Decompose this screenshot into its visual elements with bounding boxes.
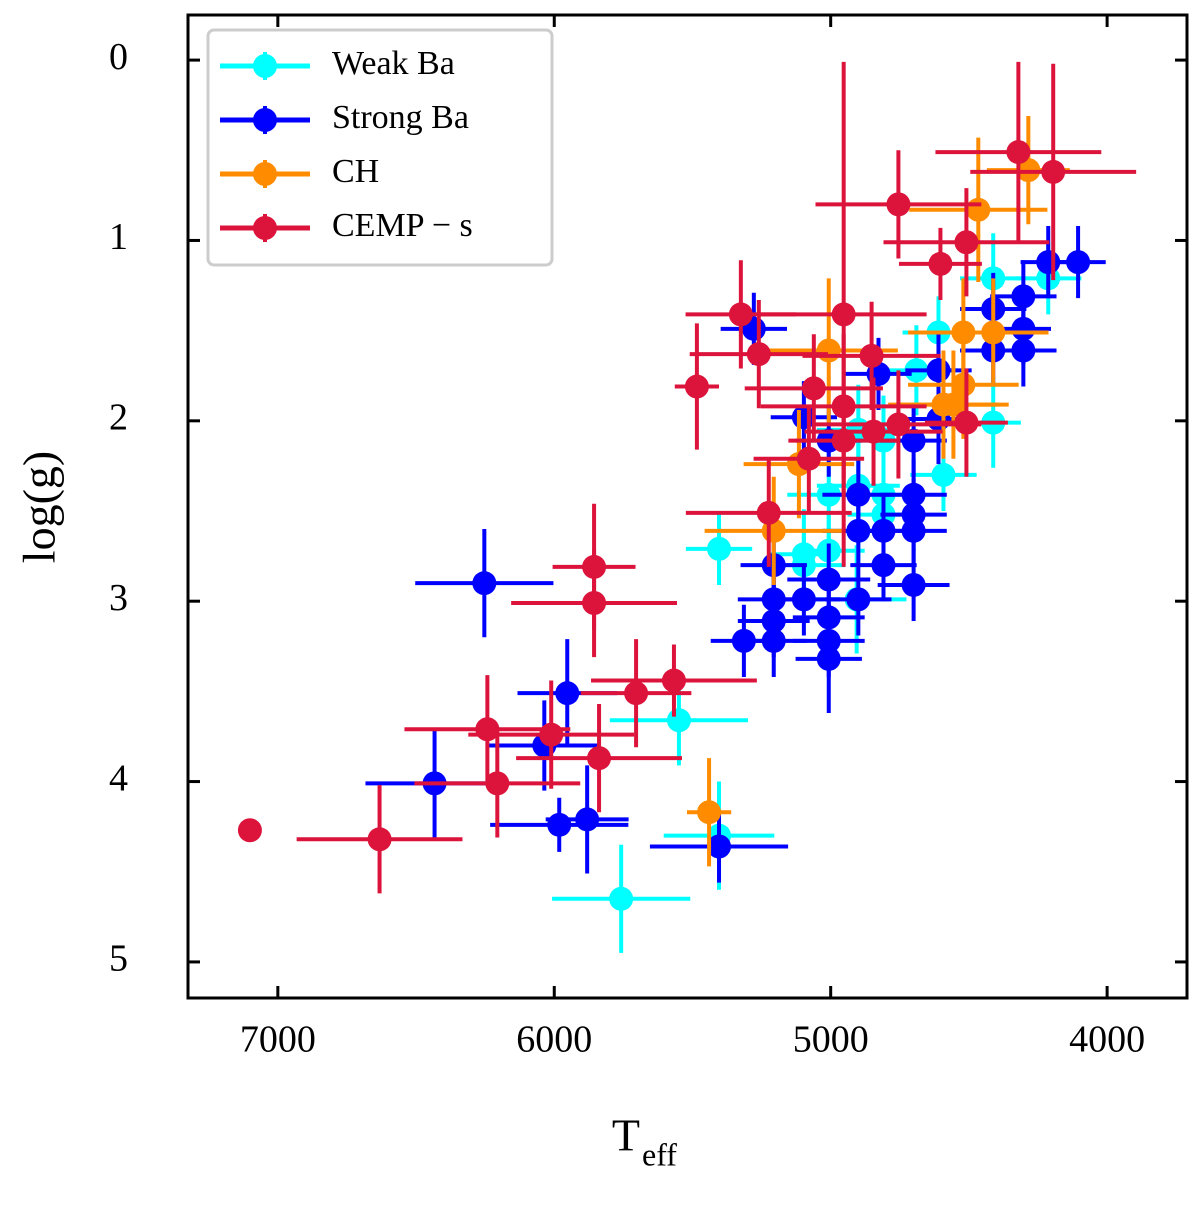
y-tick-label: 4: [109, 757, 128, 799]
point: [684, 374, 709, 399]
point: [666, 708, 691, 733]
legend-marker: [253, 54, 277, 78]
y-tick-label: 2: [109, 397, 128, 439]
point: [846, 587, 871, 612]
point: [472, 571, 497, 596]
legend-marker: [253, 216, 277, 240]
series: [237, 61, 1137, 894]
point: [931, 462, 956, 487]
x-axis-label: T: [612, 1110, 640, 1161]
x-tick-label: 7000: [240, 1019, 316, 1061]
point: [575, 807, 600, 832]
legend-box: [206, 28, 554, 267]
point: [966, 197, 991, 222]
point: [981, 320, 1006, 345]
point: [582, 590, 607, 615]
y-tick-label: 0: [109, 36, 128, 78]
point: [796, 446, 821, 471]
point: [661, 668, 686, 693]
point: [846, 518, 871, 543]
point: [707, 536, 732, 561]
legend-marker: [253, 162, 277, 186]
point: [547, 812, 572, 837]
point: [816, 338, 841, 363]
point: [954, 410, 979, 435]
y-tick-label: 3: [109, 577, 128, 619]
point: [609, 886, 634, 911]
point: [801, 376, 826, 401]
point: [697, 800, 722, 825]
series: [552, 233, 1082, 953]
point: [539, 722, 564, 747]
point: [237, 818, 262, 843]
point: [954, 230, 979, 255]
point: [731, 628, 756, 653]
point: [928, 251, 953, 276]
y-axis-label: log(g): [14, 451, 65, 563]
y-tick-label: 5: [109, 938, 128, 980]
x-tick-label: 4000: [1069, 1019, 1145, 1061]
point: [901, 428, 926, 453]
point: [756, 500, 781, 525]
plot-frame: [186, 13, 1189, 1000]
x-tick-label: 6000: [516, 1019, 592, 1061]
legend-label: Strong Ba: [332, 99, 469, 136]
point: [886, 192, 911, 217]
legend-marker: [253, 108, 277, 132]
legend-label: CH: [332, 153, 379, 190]
x-axis-label-sub: eff: [642, 1136, 677, 1172]
point: [951, 372, 976, 397]
point: [861, 419, 886, 444]
point: [728, 302, 753, 327]
point: [1006, 140, 1031, 165]
point: [831, 302, 856, 327]
point: [901, 572, 926, 597]
x-tick-label: 5000: [793, 1019, 869, 1061]
point: [931, 392, 956, 417]
y-tick-label: 1: [109, 216, 128, 258]
point: [624, 681, 649, 706]
point: [485, 771, 510, 796]
point: [1066, 250, 1091, 275]
point: [367, 827, 392, 852]
point: [1036, 250, 1061, 275]
point: [816, 567, 841, 592]
point: [859, 343, 884, 368]
point: [707, 834, 732, 859]
point: [746, 342, 771, 367]
legend-label: CEMP − s: [332, 207, 473, 244]
point: [1041, 159, 1066, 184]
point: [816, 646, 841, 671]
legend-label: Weak Ba: [332, 45, 455, 82]
point: [831, 428, 856, 453]
point: [555, 681, 580, 706]
point: [587, 746, 612, 771]
